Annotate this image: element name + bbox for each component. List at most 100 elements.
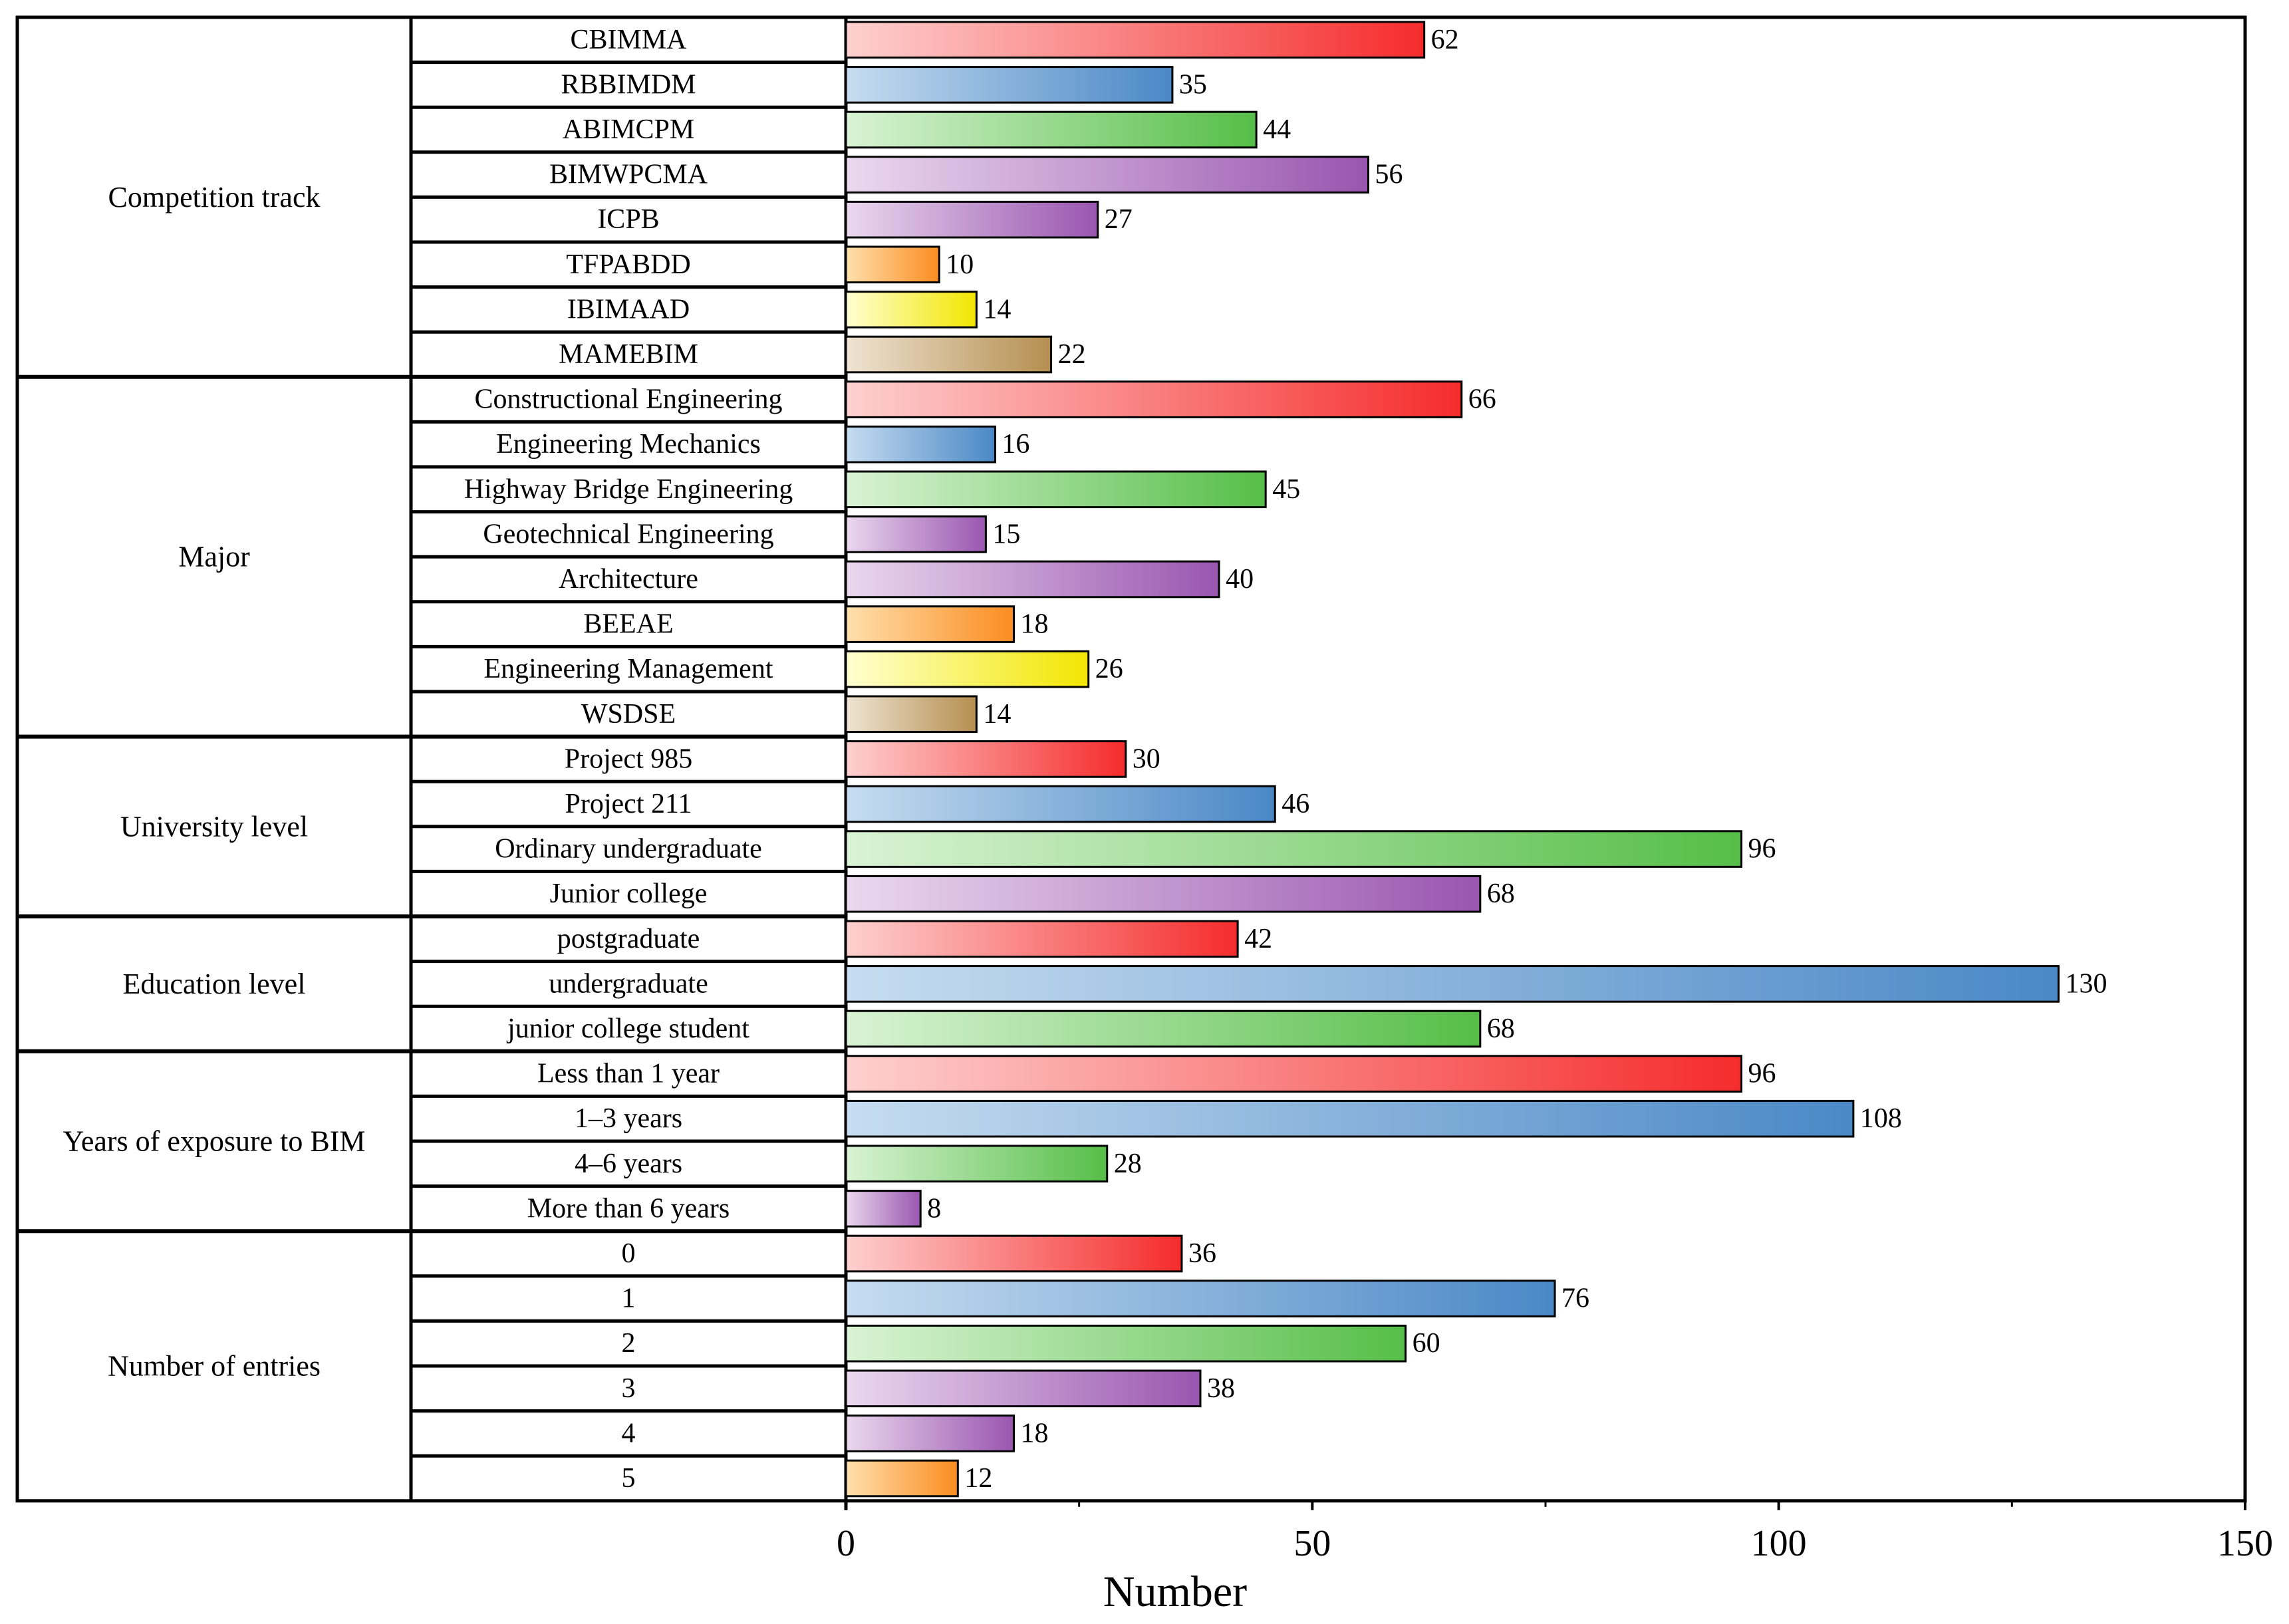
- category-label: Engineering Mechanics: [496, 429, 761, 460]
- bar-project-211: [845, 785, 1276, 823]
- value-label: 14: [983, 294, 1011, 325]
- value-label: 68: [1487, 879, 1515, 909]
- x-tick-label: 150: [2217, 1523, 2273, 1564]
- bar-abimcpm: [845, 110, 1258, 149]
- bar-highway-bridge-engineering: [845, 470, 1267, 509]
- value-label: 44: [1263, 114, 1291, 145]
- bar-bimwpcma: [845, 156, 1369, 194]
- bar-more-than-6-years: [845, 1190, 922, 1228]
- value-label: 46: [1281, 789, 1309, 819]
- value-label: 10: [946, 249, 974, 280]
- group-label: Major: [178, 541, 250, 573]
- bar-mamebim: [845, 335, 1053, 374]
- value-label: 68: [1487, 1014, 1515, 1044]
- category-label: 4: [622, 1418, 636, 1448]
- category-table: Competition track CBIMMA RBBIMDM ABIMCPM BIM…: [15, 15, 2247, 1510]
- bar-icpb: [845, 200, 1099, 239]
- value-label: 130: [2065, 968, 2107, 999]
- value-label: 8: [927, 1193, 941, 1224]
- value-label: 96: [1748, 1059, 1776, 1089]
- bar-wsdse: [845, 695, 978, 734]
- category-label: IBIMAAD: [567, 294, 690, 325]
- bar-engineering-mechanics: [845, 425, 996, 464]
- bar-3: [845, 1369, 1202, 1408]
- category-label: Project 211: [565, 789, 692, 819]
- value-label: 96: [1748, 834, 1776, 865]
- category-label: CBIMMA: [570, 25, 687, 55]
- category-label: 5: [622, 1463, 636, 1494]
- bar-2: [845, 1324, 1407, 1363]
- bar-junior-college: [845, 875, 1482, 913]
- category-label: 1–3 years: [575, 1103, 682, 1134]
- bar-1-3-years: [845, 1099, 1855, 1138]
- value-label: 45: [1272, 474, 1300, 505]
- category-label: ICPB: [597, 204, 659, 235]
- value-label: 22: [1058, 339, 1086, 370]
- value-label: 28: [1114, 1149, 1142, 1179]
- category-label: RBBIMDM: [561, 69, 696, 100]
- bar-rbbimdm: [845, 66, 1174, 104]
- category-label: Geotechnical Engineering: [483, 519, 773, 549]
- group-label: Years of exposure to BIM: [63, 1125, 365, 1158]
- bar-ordinary-undergraduate: [845, 830, 1743, 868]
- group-label: University level: [120, 810, 308, 843]
- category-label: More than 6 years: [527, 1193, 730, 1224]
- group-label: Number of entries: [108, 1350, 321, 1383]
- plot-area: 62 35 44 56 27 10 14 22 66 16 45 15 40 18 26 14 30 46 96 68…: [845, 21, 2107, 1498]
- value-label: 66: [1468, 384, 1496, 415]
- category-label: MAMEBIM: [559, 339, 698, 370]
- category-label: Engineering Management: [483, 654, 773, 684]
- value-label: 14: [983, 699, 1011, 730]
- category-label: TFPABDD: [566, 249, 691, 280]
- value-label: 30: [1133, 744, 1160, 774]
- bar-4-6-years: [845, 1145, 1109, 1183]
- value-label: 56: [1375, 160, 1403, 190]
- group-label: Education level: [123, 968, 306, 1000]
- bar-beeae: [845, 605, 1015, 643]
- x-axis: 0 50 100 150: [837, 1500, 2273, 1564]
- bar-tfpabdd: [845, 245, 940, 284]
- category-label: 2: [622, 1328, 636, 1359]
- category-label: postgraduate: [557, 924, 700, 954]
- category-label: BEEAE: [583, 609, 673, 640]
- bar-undergraduate: [845, 965, 2060, 1003]
- value-label: 108: [1860, 1103, 1902, 1134]
- category-label: WSDSE: [581, 699, 676, 730]
- value-label: 15: [992, 519, 1020, 549]
- bar-engineering-management: [845, 650, 1090, 688]
- value-label: 18: [1020, 1418, 1048, 1448]
- value-label: 16: [1002, 429, 1029, 460]
- chart-frame: [15, 15, 2247, 1503]
- bar-geotechnical-engineering: [845, 515, 987, 553]
- bar-constructional-engineering: [845, 380, 1463, 418]
- bar-4: [845, 1415, 1015, 1452]
- bar-less-than-1-year: [845, 1055, 1743, 1093]
- x-tick-label: 50: [1293, 1523, 1331, 1564]
- value-label: 36: [1188, 1238, 1216, 1269]
- category-label: BIMWPCMA: [549, 160, 708, 190]
- category-label: 4–6 years: [575, 1149, 682, 1179]
- category-label: Less than 1 year: [537, 1059, 720, 1089]
- category-label: undergraduate: [549, 968, 708, 999]
- value-label: 26: [1095, 654, 1123, 684]
- category-label: Architecture: [559, 564, 698, 595]
- value-label: 62: [1431, 25, 1459, 55]
- bar-architecture: [845, 560, 1220, 599]
- bar-1: [845, 1280, 1556, 1317]
- value-label: 38: [1207, 1373, 1235, 1404]
- value-label: 42: [1244, 924, 1272, 954]
- x-tick-label: 100: [1751, 1523, 1807, 1564]
- value-label: 18: [1020, 609, 1048, 640]
- value-label: 35: [1179, 69, 1207, 100]
- category-label: junior college student: [506, 1014, 749, 1044]
- category-label: Ordinary undergraduate: [495, 834, 762, 865]
- value-label: 12: [964, 1463, 992, 1494]
- bar-project-985: [845, 740, 1127, 778]
- value-label: 27: [1105, 204, 1133, 235]
- value-label: 76: [1561, 1284, 1589, 1314]
- category-label: 0: [622, 1238, 636, 1269]
- category-label: 3: [622, 1373, 636, 1404]
- bar-postgraduate: [845, 920, 1239, 958]
- category-label: Junior college: [550, 879, 708, 909]
